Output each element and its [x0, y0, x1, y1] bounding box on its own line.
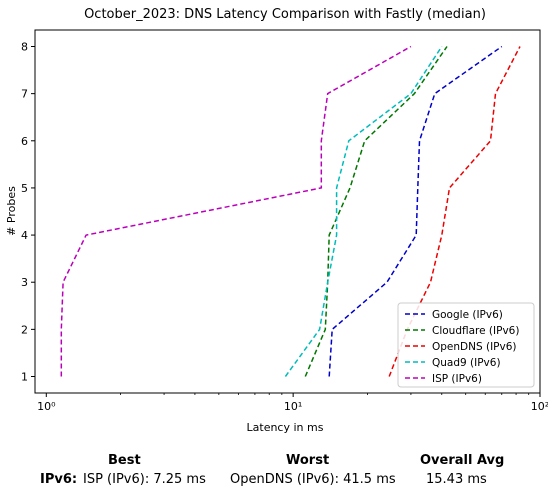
y-tick-label: 3	[21, 276, 28, 289]
legend-entry: ISP (IPv6)	[432, 373, 482, 385]
y-tick-label: 7	[21, 88, 28, 101]
legend-entry: Cloudflare (IPv6)	[432, 325, 519, 337]
y-tick-label: 5	[21, 182, 28, 195]
legend-entry: Quad9 (IPv6)	[432, 357, 501, 369]
x-tick-label: 10²	[531, 400, 548, 413]
y-axis: 1 2 3 4 5 6 7 8	[21, 41, 35, 384]
summary-header-worst: Worst	[286, 453, 330, 468]
legend: Google (IPv6) Cloudflare (IPv6) OpenDNS (I…	[397, 302, 535, 388]
legend-entry: Google (IPv6)	[432, 309, 503, 321]
y-axis-label: # Probes	[5, 186, 18, 236]
summary-best-value: ISP (IPv6): 7.25 ms	[83, 472, 206, 487]
y-tick-label: 6	[21, 135, 28, 148]
summary-table: Best Worst Overall Avg IPv6: ISP (IPv6):…	[0, 448, 548, 496]
y-tick-label: 2	[21, 323, 28, 336]
y-tick-label: 1	[21, 371, 28, 384]
x-axis-label: Latency in ms	[247, 421, 324, 434]
summary-header-avg: Overall Avg	[420, 453, 505, 468]
y-tick-label: 4	[21, 229, 28, 242]
latency-chart: October_2023: DNS Latency Comparison wit…	[5, 7, 548, 434]
x-tick-label: 10¹	[284, 400, 302, 413]
x-tick-label: 10⁰	[37, 400, 56, 413]
x-axis: 10⁰ 10¹ 10²	[37, 393, 548, 413]
legend-box	[397, 302, 535, 388]
summary-avg-value: 15.43 ms	[426, 472, 487, 487]
series-line-cloudflare-ipv6	[304, 46, 448, 377]
series-line-isp-ipv6	[60, 45, 412, 377]
y-tick-label: 8	[21, 41, 28, 54]
summary-row-label: IPv6:	[40, 472, 78, 487]
summary-worst-value: OpenDNS (IPv6): 41.5 ms	[230, 472, 396, 487]
plot-frame	[34, 29, 541, 394]
summary-header-best: Best	[108, 453, 141, 468]
legend-entry: OpenDNS (IPv6)	[432, 341, 517, 353]
chart-title: October_2023: DNS Latency Comparison wit…	[84, 7, 486, 22]
series-line-google-ipv6	[328, 45, 503, 377]
series-line-quad9-ipv6	[284, 46, 443, 377]
